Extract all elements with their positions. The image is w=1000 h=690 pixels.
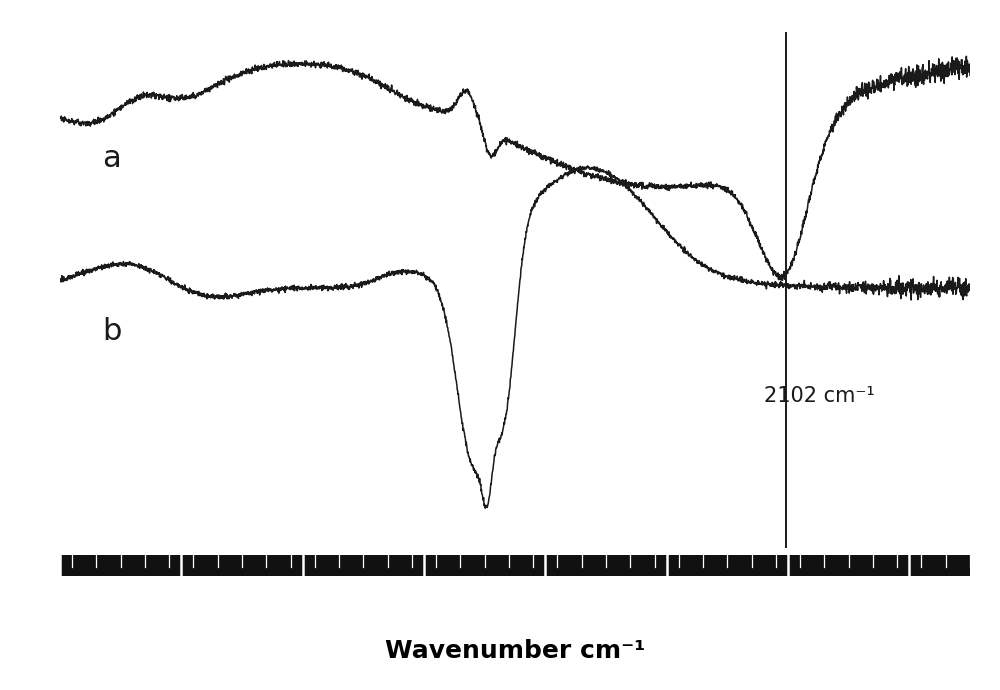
Text: 2102 cm⁻¹: 2102 cm⁻¹ (764, 386, 874, 406)
X-axis label: Wavenumber cm⁻¹: Wavenumber cm⁻¹ (385, 639, 645, 663)
Text: b: b (102, 317, 122, 346)
Text: a: a (102, 144, 121, 173)
